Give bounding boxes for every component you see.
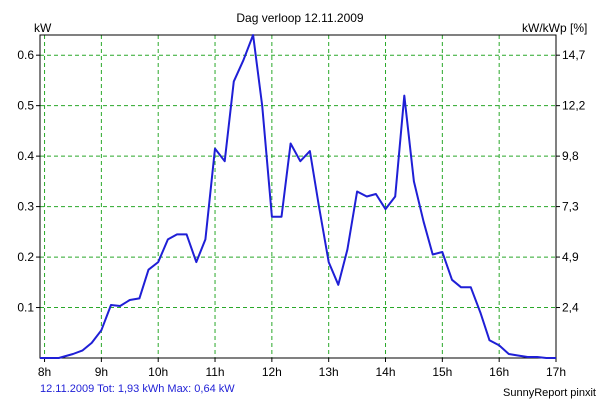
y-tick-label-left: 0.6 <box>17 48 34 62</box>
footer-left-text: 12.11.2009 Tot: 1,93 kWh Max: 0,64 kW <box>40 383 235 395</box>
x-tick-label: 16h <box>489 365 509 379</box>
ticks-layer: 8h 9h 10h 11h 12h 13h 14h 15h 16h 17h 0.1 2,4 0.2 4,9… <box>17 48 585 379</box>
x-tick-label: 9h <box>95 365 108 379</box>
x-tick-label: 14h <box>375 365 395 379</box>
x-tick-label: 15h <box>432 365 452 379</box>
y-tick-label-left: 0.4 <box>17 149 34 163</box>
y-tick-label-left: 0.5 <box>17 99 34 113</box>
y-tick-label-right: 9,8 <box>562 149 579 163</box>
y-tick-label-left: 0.1 <box>17 301 34 315</box>
y-tick-label-right: 12,2 <box>562 99 586 113</box>
y-axis-right-label: kW/kWp [%] <box>522 21 587 35</box>
series-line <box>40 34 556 359</box>
y-tick-label-right: 7,3 <box>562 200 579 214</box>
x-tick-label: 11h <box>205 365 224 379</box>
x-tick-label: 10h <box>148 365 168 379</box>
series-layer <box>40 34 556 359</box>
x-tick-label: 17h <box>546 365 566 379</box>
x-tick-label: 8h <box>38 365 51 379</box>
y-tick-label-right: 14,7 <box>562 48 586 62</box>
footer-right-text: SunnyReport pinxit <box>503 387 596 399</box>
x-tick-label: 13h <box>319 365 339 379</box>
y-tick-label-right: 2,4 <box>562 301 579 315</box>
x-tick-label: 12h <box>262 365 282 379</box>
y-tick-label-right: 4,9 <box>562 250 579 264</box>
chart-title: Dag verloop 12.11.2009 <box>236 11 364 25</box>
grid-layer <box>40 35 556 358</box>
y-tick-label-left: 0.3 <box>17 200 34 214</box>
y-tick-label-left: 0.2 <box>17 250 34 264</box>
plot-frame <box>39 34 557 359</box>
y-axis-left-label: kW <box>34 21 52 35</box>
